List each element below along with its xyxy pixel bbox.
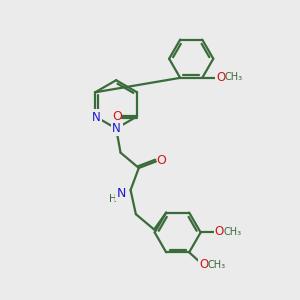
Text: N: N	[92, 110, 101, 124]
Text: CH₃: CH₃	[223, 227, 241, 237]
Text: N: N	[116, 187, 126, 200]
Text: H: H	[109, 194, 117, 204]
Text: O: O	[214, 225, 224, 239]
Text: O: O	[112, 110, 122, 123]
Text: O: O	[199, 258, 208, 271]
Text: O: O	[156, 154, 166, 167]
Text: CH₃: CH₃	[208, 260, 226, 270]
Text: N: N	[112, 122, 121, 135]
Text: CH₃: CH₃	[225, 72, 243, 82]
Text: O: O	[216, 71, 225, 84]
